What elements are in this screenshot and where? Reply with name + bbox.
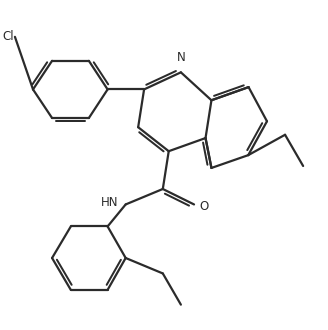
Text: N: N xyxy=(176,51,185,64)
Text: HN: HN xyxy=(101,196,118,209)
Text: Cl: Cl xyxy=(2,30,14,43)
Text: O: O xyxy=(199,200,208,213)
